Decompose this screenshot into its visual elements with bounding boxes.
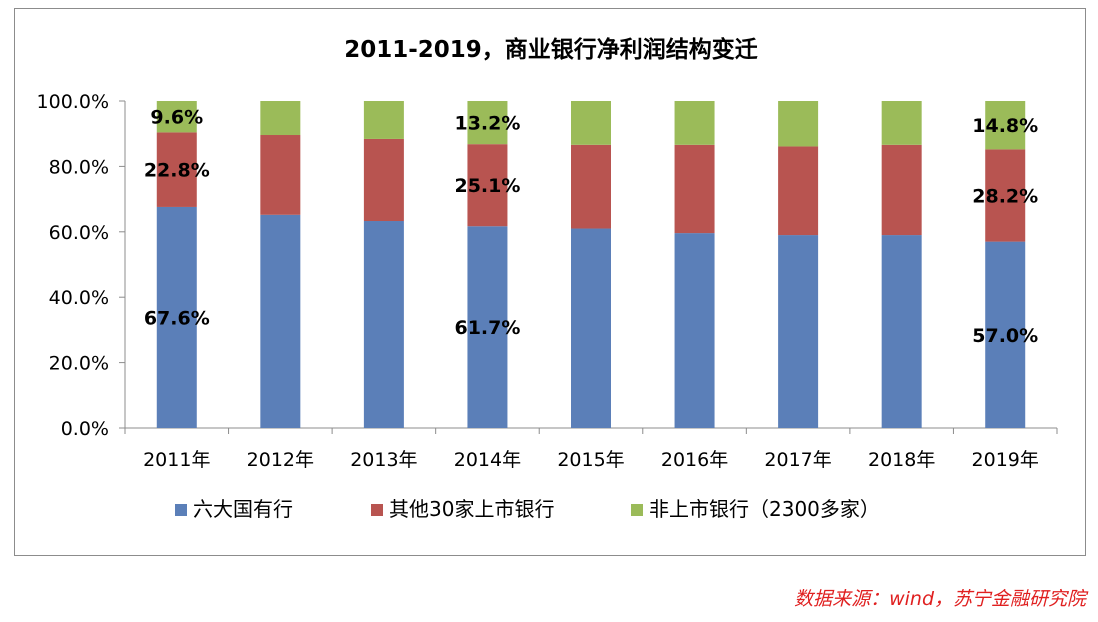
bar-segment [467,144,508,227]
bar-segment [260,135,301,215]
bar-segment [881,101,922,145]
x-tick-label: 2014年 [454,449,521,471]
y-tick-label: 80.0% [49,156,109,178]
chart-title: 2011-2019，商业银行净利润结构变迁 [344,36,758,63]
bar-segment [363,101,404,139]
bar-segment [156,101,197,133]
data-label: 13.2% [454,113,520,135]
bar-segment [260,214,301,428]
bar-segment [778,146,819,236]
bar-segment [363,221,404,428]
bar-segment [985,149,1026,242]
bar-segment [156,206,197,428]
x-tick-label: 2013年 [350,449,417,471]
x-tick-label: 2015年 [557,449,624,471]
bar-segment [881,235,922,428]
y-tick-label: 0.0% [61,418,109,440]
bar-segment [674,101,715,145]
data-label: 25.1% [454,175,520,197]
y-tick-label: 20.0% [49,353,109,375]
x-tick-label: 2012年 [247,449,314,471]
data-label: 22.8% [144,160,210,182]
y-tick-label: 100.0% [37,91,109,113]
bar-segment [778,101,819,147]
bar-segment [260,101,301,136]
bar-segment [156,132,197,207]
bar-segment [674,144,715,234]
legend-label: 非上市银行（2300多家） [649,497,880,521]
data-label: 61.7% [454,317,520,339]
legend-label: 其他30家上市银行 [389,497,554,521]
bar-segment [571,101,611,145]
data-label: 9.6% [150,107,203,129]
data-label: 14.8% [972,115,1038,137]
bar-segment [467,101,508,145]
bar-segment [881,144,922,236]
chart-frame: 2011-2019，商业银行净利润结构变迁 0.0% 20.0% 40.0% 60.0%… [14,8,1086,556]
x-tick-label: 2016年 [661,449,728,471]
x-tick-label: 2019年 [972,449,1039,471]
bar-segment [674,233,715,428]
bar-segment [985,101,1026,150]
bar-segment [467,226,508,428]
x-tick-label: 2017年 [764,449,831,471]
data-label: 28.2% [972,186,1038,208]
x-tick-label: 2018年 [868,449,935,471]
legend-swatch [631,504,643,516]
bar-segment [571,144,611,229]
stacked-bar-chart: 2011-2019，商业银行净利润结构变迁 0.0% 20.0% 40.0% 60.0%… [37,36,1058,521]
y-tick-label: 40.0% [49,287,109,309]
source-note: 数据来源：wind，苏宁金融研究院 [794,588,1086,610]
bar-segment [363,138,404,222]
legend-label: 六大国有行 [193,497,293,521]
bar-segment [985,241,1026,428]
x-tick-label: 2011年 [143,449,210,471]
data-label: 57.0% [972,325,1038,347]
y-tick-label: 60.0% [49,222,109,244]
data-label: 67.6% [144,307,210,329]
legend-swatch [371,504,383,516]
bar-segment [778,235,819,428]
bar-segment [571,228,611,428]
legend-swatch [175,504,187,516]
